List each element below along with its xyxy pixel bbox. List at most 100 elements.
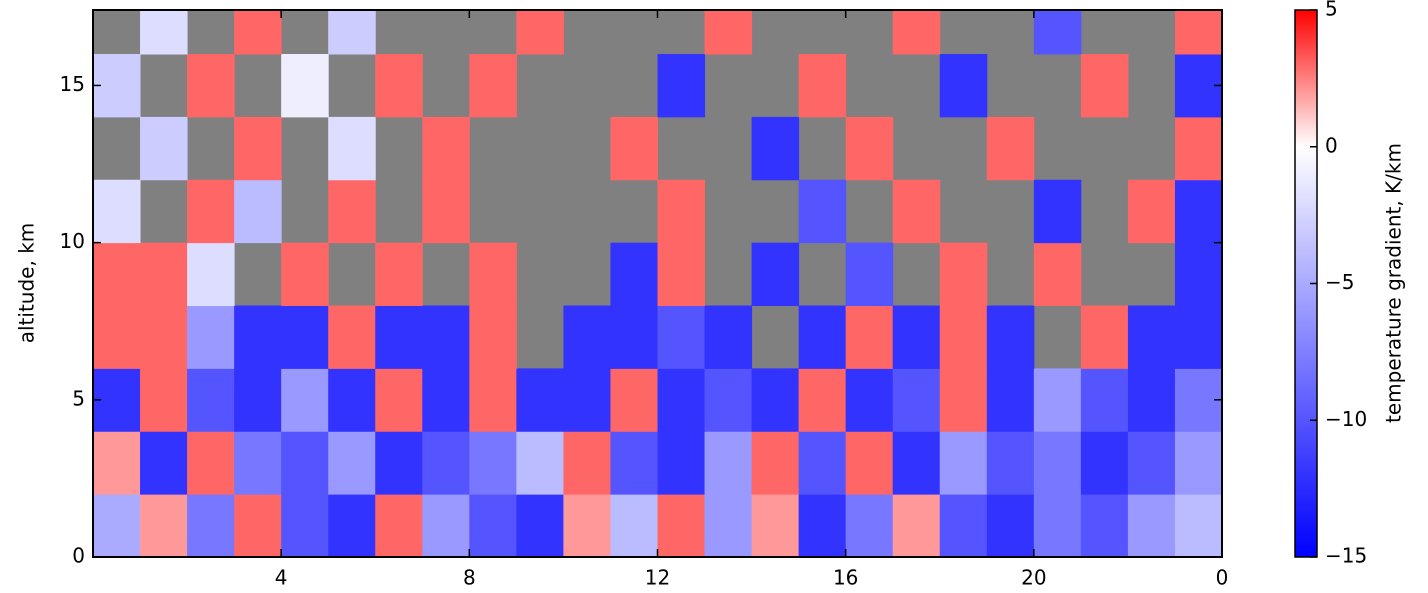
cell: [704, 305, 753, 369]
cell: [1174, 116, 1222, 181]
cell: [657, 368, 706, 432]
cell: [281, 242, 329, 307]
cell: [375, 368, 423, 432]
cell: [281, 54, 329, 118]
cell: [845, 242, 894, 307]
cell: [704, 431, 753, 495]
colorbar-tick-label: −10: [1325, 407, 1367, 431]
cell: [563, 368, 611, 432]
cell: [892, 179, 941, 244]
cell: [845, 116, 894, 181]
cell: [187, 368, 235, 432]
cell: [704, 10, 753, 55]
cell: [234, 494, 282, 557]
cell: [1033, 242, 1082, 307]
cell: [1033, 431, 1082, 495]
cell: [751, 242, 800, 307]
cell: [1080, 431, 1129, 495]
cell: [375, 494, 423, 557]
cell: [187, 179, 235, 244]
y-tick-label: 10: [60, 229, 85, 253]
cell: [187, 242, 235, 307]
cell: [986, 368, 1035, 432]
cell: [1174, 10, 1222, 55]
cell: [422, 368, 470, 432]
cell: [610, 431, 658, 495]
cell: [93, 305, 141, 369]
cell: [845, 305, 894, 369]
cell: [892, 10, 941, 55]
cell: [516, 368, 564, 432]
cell: [563, 305, 611, 369]
cell: [1174, 305, 1222, 369]
cell: [704, 368, 753, 432]
cell: [798, 179, 847, 244]
cell: [610, 116, 658, 181]
cell: [1127, 305, 1176, 369]
cell: [1033, 10, 1082, 55]
y-axis-label: altitude, km: [15, 223, 39, 344]
cell: [657, 179, 706, 244]
x-tick-label: 20: [1021, 566, 1046, 590]
cell: [798, 431, 847, 495]
cell: [516, 10, 564, 55]
cell: [140, 494, 188, 557]
cell: [187, 305, 235, 369]
cell: [234, 10, 282, 55]
cell: [469, 431, 517, 495]
cell: [140, 116, 188, 181]
cell: [986, 431, 1035, 495]
cell: [657, 431, 706, 495]
cell: [1174, 494, 1222, 557]
cell: [657, 242, 706, 307]
cell: [798, 494, 847, 557]
cell: [234, 116, 282, 181]
cell: [140, 305, 188, 369]
y-tick-label: 5: [72, 386, 85, 410]
cell: [93, 242, 141, 307]
cell: [328, 305, 376, 369]
cell: [140, 242, 188, 307]
cell: [845, 431, 894, 495]
x-tick-label: 4: [275, 566, 288, 590]
cell: [328, 431, 376, 495]
cell: [328, 116, 376, 181]
colorbar-tick-label: −15: [1325, 544, 1367, 568]
cell: [422, 179, 470, 244]
cell: [187, 54, 235, 118]
cell: [1033, 368, 1082, 432]
cell: [798, 305, 847, 369]
cell: [328, 179, 376, 244]
cell: [610, 305, 658, 369]
cell: [281, 494, 329, 557]
heatmap: [93, 10, 1222, 557]
cell: [375, 54, 423, 118]
cell: [469, 494, 517, 557]
cell: [1127, 368, 1176, 432]
cell: [93, 179, 141, 244]
cell: [657, 494, 706, 557]
cell: [610, 242, 658, 307]
cell: [234, 179, 282, 244]
cell: [422, 431, 470, 495]
cell: [1174, 242, 1222, 307]
cell: [516, 431, 564, 495]
cell: [281, 431, 329, 495]
cell: [375, 431, 423, 495]
cell: [281, 368, 329, 432]
cell: [1080, 54, 1129, 118]
cell: [93, 431, 141, 495]
cell: [939, 494, 988, 557]
cell: [1080, 368, 1129, 432]
cell: [375, 242, 423, 307]
cell: [1127, 431, 1176, 495]
y-tick-label: 0: [72, 544, 85, 568]
cell: [892, 305, 941, 369]
cell: [798, 368, 847, 432]
cell: [939, 431, 988, 495]
cell: [234, 431, 282, 495]
colorbar-tick-label: −5: [1325, 270, 1354, 294]
cell: [422, 305, 470, 369]
cell: [1080, 494, 1129, 557]
cell: [751, 368, 800, 432]
